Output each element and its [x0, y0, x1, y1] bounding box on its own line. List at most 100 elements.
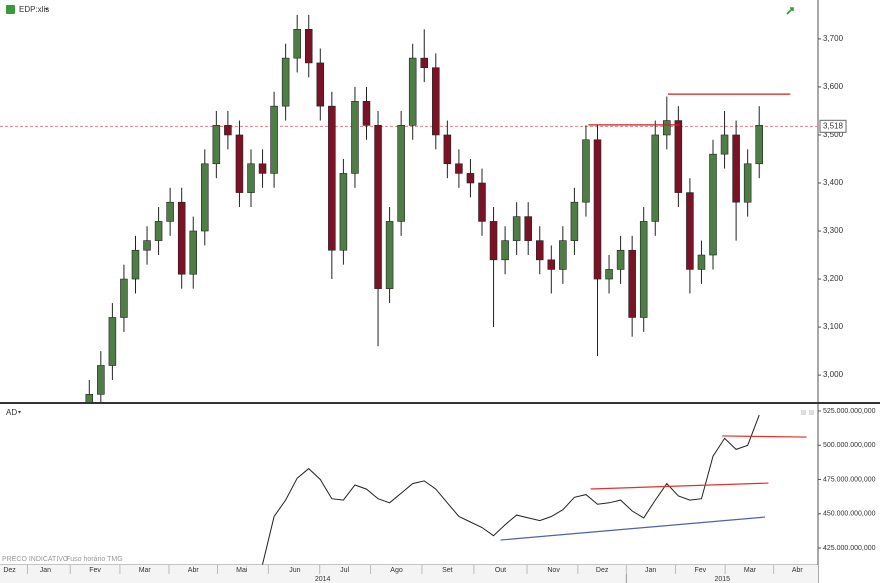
- panel-button[interactable]: [809, 410, 814, 415]
- candle-body: [143, 240, 151, 251]
- x-tick-label: Mar: [139, 567, 152, 574]
- candle-body: [212, 125, 221, 165]
- y-tick-label: 3,600: [823, 82, 844, 91]
- candle-body: [697, 254, 706, 270]
- y-tick-label: 425.000.000,000: [823, 545, 876, 552]
- candle-body: [131, 249, 140, 280]
- last-price-label: 3,518: [823, 121, 844, 130]
- candle-body: [351, 101, 359, 174]
- candle-body: [247, 163, 255, 193]
- candle-body: [639, 221, 648, 318]
- ad-line: [262, 414, 760, 565]
- candle-body: [743, 163, 752, 203]
- candle-body: [97, 365, 105, 395]
- x-tick-label: Jul: [340, 567, 349, 574]
- candle-body: [304, 28, 313, 64]
- candle-body: [281, 57, 290, 107]
- candle-body: [443, 134, 452, 165]
- candle-body: [385, 221, 394, 289]
- x-tick-label: Abr: [188, 567, 200, 574]
- candle-body: [559, 240, 567, 270]
- y-tick-label: 450.000.000,000: [823, 511, 876, 518]
- candle-body: [651, 134, 660, 222]
- candle-body: [570, 201, 579, 241]
- candle-body: [605, 269, 613, 280]
- x-axis-strip: [0, 565, 818, 583]
- candle-body: [339, 173, 348, 251]
- candle-body: [432, 67, 440, 136]
- year-label: 2014: [315, 576, 331, 583]
- footer-note: PRECO INDICATIVO: [2, 556, 69, 563]
- candle-body: [154, 221, 163, 241]
- x-tick-label: Mar: [744, 567, 757, 574]
- candle-body: [408, 57, 417, 126]
- candle-body: [512, 216, 521, 241]
- trend-line: [722, 435, 807, 438]
- candle-body: [755, 125, 763, 165]
- candle-body: [535, 240, 544, 261]
- candle-body: [224, 125, 232, 136]
- candle-body: [316, 62, 325, 107]
- candle-body: [189, 230, 198, 275]
- x-tick-label: Out: [495, 567, 506, 574]
- y-tick-label: 3,300: [823, 226, 844, 235]
- last-price-box: [819, 119, 847, 133]
- candle-body: [293, 28, 301, 59]
- candle-body: [270, 105, 278, 174]
- candle-body: [177, 201, 186, 275]
- x-tick-label: Jun: [289, 567, 300, 574]
- candle-body: [547, 259, 556, 270]
- candle-body: [108, 317, 117, 366]
- x-tick-label: Ago: [390, 567, 403, 574]
- candle-body: [524, 216, 532, 241]
- panel-title[interactable]: AD: [6, 408, 17, 417]
- candle-body: [120, 278, 128, 318]
- x-tick-label: Nov: [547, 567, 560, 574]
- price-panel: [0, 14, 818, 402]
- x-tick-label: Dez: [3, 567, 16, 574]
- x-tick-label: Mai: [236, 567, 248, 574]
- y-tick-label: 3,500: [823, 130, 844, 139]
- symbol-icon[interactable]: [6, 5, 15, 14]
- candle-body: [628, 249, 636, 318]
- candle-body: [720, 134, 729, 155]
- candle-body: [616, 249, 625, 270]
- candle-body: [397, 125, 405, 222]
- trend-line: [590, 482, 769, 490]
- dropdown-arrow[interactable]: [45, 8, 48, 11]
- x-tick-label: Jan: [40, 567, 51, 574]
- x-tick-label: Fev: [694, 567, 706, 574]
- footer-note: Fuso horário TMG: [66, 556, 123, 563]
- x-tick-label: Abr: [792, 567, 804, 574]
- trend-icon[interactable]: [786, 7, 794, 15]
- axes: Dez Jan Fev Mar Abr Mai Jun Jul Ago Set Out Nov Dez J…: [3, 34, 876, 583]
- candle-body: [258, 163, 267, 174]
- x-tick-label: Fev: [89, 567, 101, 574]
- candle-body: [663, 120, 671, 136]
- y-tick-label: 475.000.000,000: [823, 476, 876, 483]
- candle-body: [374, 125, 382, 289]
- y-tick-label: 3,200: [823, 274, 844, 283]
- candle-body: [489, 221, 498, 261]
- candle-body: [166, 201, 174, 222]
- chart-title[interactable]: EDP:xlis: [19, 5, 49, 14]
- candle-body: [420, 57, 429, 69]
- candle-body: [466, 173, 475, 184]
- candle-body: [582, 139, 590, 203]
- candle-body: [709, 153, 717, 256]
- candle-body: [85, 394, 94, 402]
- y-tick-label: 3,400: [823, 178, 844, 187]
- ad-panel: [262, 414, 807, 565]
- y-tick-label: 3,000: [823, 370, 844, 379]
- candle-body: [478, 182, 486, 222]
- candle-body: [201, 163, 209, 232]
- candle-body: [362, 101, 371, 126]
- panel-button[interactable]: [801, 410, 806, 415]
- dropdown-arrow[interactable]: [18, 411, 21, 414]
- candle-body: [235, 134, 244, 193]
- year-label: 2015: [714, 576, 730, 583]
- candle-body: [455, 163, 463, 174]
